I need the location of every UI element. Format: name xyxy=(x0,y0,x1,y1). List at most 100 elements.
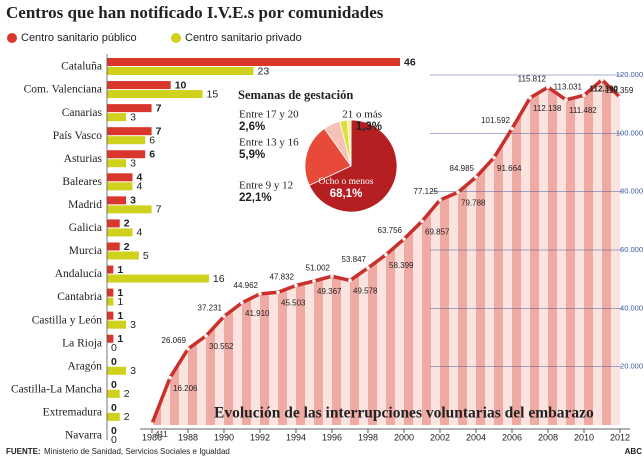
category-label: Asturias xyxy=(64,153,103,165)
value-label: 49.367 xyxy=(317,287,342,296)
value-label: 45.503 xyxy=(281,298,306,307)
bar xyxy=(107,265,114,274)
bar xyxy=(107,205,152,214)
category-label: Navarra xyxy=(65,430,102,442)
point xyxy=(474,175,478,179)
point xyxy=(618,95,622,99)
point xyxy=(402,237,406,241)
value-label: 26.069 xyxy=(162,336,187,345)
value-label: 7 xyxy=(156,125,162,137)
x-tick-label: 1994 xyxy=(286,432,306,442)
point xyxy=(420,219,424,224)
category-label: Extremadura xyxy=(43,407,102,419)
point xyxy=(204,334,208,338)
legend-swatch xyxy=(171,33,181,43)
legend-label: Centro sanitario público xyxy=(21,32,137,44)
x-tick-label: 1988 xyxy=(178,432,198,442)
point xyxy=(330,274,334,279)
x-tick-label: 1998 xyxy=(358,432,378,442)
pie-value-label: 5,9% xyxy=(239,149,265,161)
point xyxy=(492,155,496,160)
y-tick-label: 100.000 xyxy=(616,128,643,137)
legend-label: Centro sanitario privado xyxy=(185,32,302,44)
value-label: 10 xyxy=(175,79,187,91)
x-tick-label: 2006 xyxy=(502,432,522,442)
bar xyxy=(107,127,152,136)
pie-label: 21 o más xyxy=(342,109,382,121)
value-label: 16 xyxy=(213,273,225,285)
value-label: 101.592 xyxy=(481,116,510,125)
category-label: La Rioja xyxy=(62,337,102,349)
point xyxy=(258,292,262,296)
pie-value-label: 2,6% xyxy=(239,121,265,133)
value-label: 3 xyxy=(130,195,136,207)
value-label: 2 xyxy=(124,388,130,400)
x-tick-label: 1990 xyxy=(214,432,234,442)
bar xyxy=(107,297,114,306)
value-label: 3 xyxy=(130,158,136,170)
value-label: 91.664 xyxy=(497,164,522,173)
category-label: Cataluña xyxy=(61,61,102,73)
x-tick-label: 2002 xyxy=(430,432,450,442)
value-label: 1 xyxy=(117,310,123,322)
bar xyxy=(107,113,127,122)
x-tick-label: 2004 xyxy=(466,432,486,442)
x-tick-label: 2008 xyxy=(538,432,558,442)
value-label: 3 xyxy=(130,319,136,331)
value-label: 2 xyxy=(124,241,130,253)
value-label: 6 xyxy=(149,134,155,146)
bar xyxy=(107,159,127,168)
bar xyxy=(107,58,400,66)
pie-slice xyxy=(304,127,352,186)
pie-title: Semanas de gestación xyxy=(238,88,353,102)
category-label: Murcia xyxy=(69,245,102,257)
value-label: 4 xyxy=(136,181,142,193)
category-label: Galicia xyxy=(69,222,102,234)
category-label: Aragón xyxy=(68,360,103,372)
category-label: Castilla-La Mancha xyxy=(11,383,102,395)
value-label: 7 xyxy=(156,102,162,114)
pie-label: Entre 17 y 20 xyxy=(239,109,299,121)
category-label: País Vasco xyxy=(53,130,103,142)
value-label: 113.031 xyxy=(554,82,583,91)
value-label: 4 xyxy=(136,172,142,184)
x-tick-label: 2000 xyxy=(394,432,414,442)
value-label: 0 xyxy=(111,356,117,368)
category-label: Com. Valenciana xyxy=(24,84,102,96)
point xyxy=(294,283,298,288)
value-label: 47.832 xyxy=(270,273,295,282)
value-label: 111.482 xyxy=(569,106,597,115)
bar xyxy=(107,136,146,145)
value-label: 16.206 xyxy=(173,384,198,393)
credit: ABC xyxy=(625,447,643,456)
value-label: 118.359 xyxy=(605,86,634,95)
point xyxy=(222,314,226,319)
value-label: 112.390 xyxy=(590,84,619,93)
bar xyxy=(107,182,133,191)
point xyxy=(546,85,550,90)
y-tick-label: 60.000 xyxy=(620,245,643,254)
value-label: 0 xyxy=(111,402,117,414)
point xyxy=(276,290,280,295)
value-label: 79.788 xyxy=(461,198,486,207)
value-label: 2 xyxy=(124,411,130,423)
bar xyxy=(107,311,114,320)
chart-title: Centros que han notificado I.V.E.s por c… xyxy=(6,3,384,22)
category-label: Madrid xyxy=(68,199,102,211)
value-label: 0 xyxy=(111,425,117,437)
value-label: 0 xyxy=(111,379,117,391)
value-label: 1 xyxy=(117,264,123,276)
value-label: 6 xyxy=(149,149,155,161)
category-label: Cantabria xyxy=(57,291,102,303)
value-label: 46 xyxy=(404,56,416,68)
bar xyxy=(107,320,127,329)
y-tick-label: 20.000 xyxy=(620,362,643,371)
value-label: 15 xyxy=(207,88,219,100)
point xyxy=(312,279,316,283)
value-label: 7 xyxy=(156,204,162,216)
pie-value-label: 68,1% xyxy=(330,188,363,200)
value-label: 84.985 xyxy=(450,164,475,173)
point xyxy=(510,126,514,131)
value-label: 51.002 xyxy=(306,263,331,272)
y-tick-label: 80.000 xyxy=(620,187,643,196)
